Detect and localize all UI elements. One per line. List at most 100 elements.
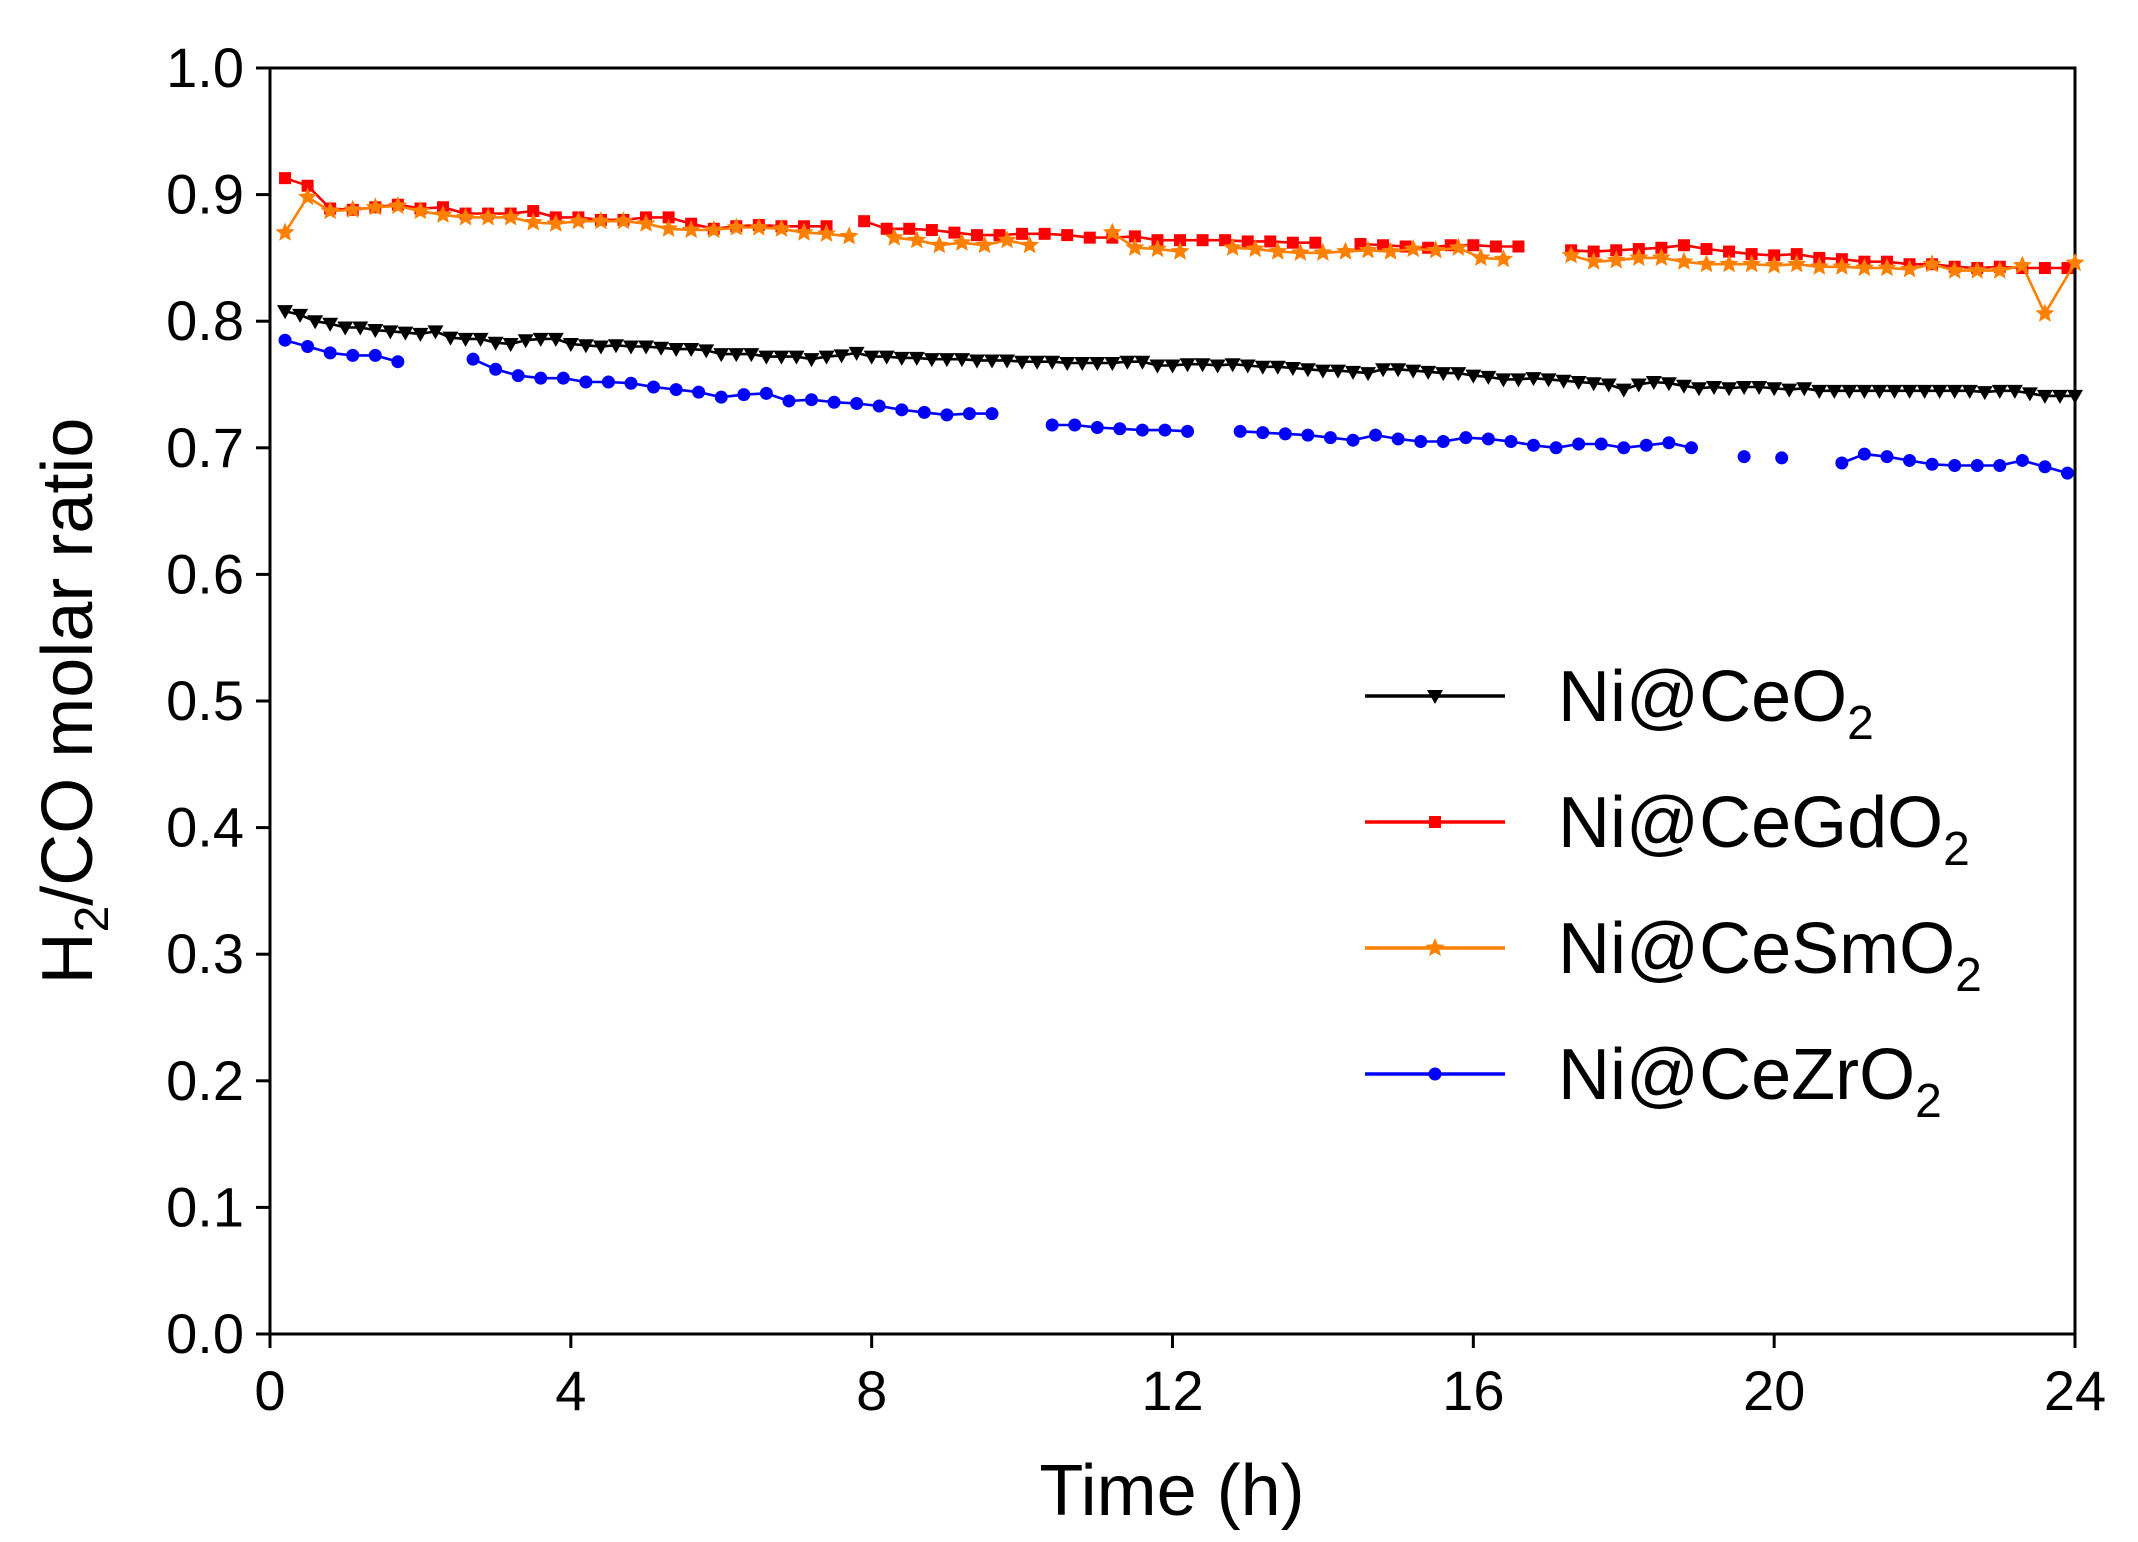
data-point-star [636,213,656,232]
data-point-triangle [352,321,369,336]
data-point-star [1922,254,1942,273]
data-point-triangle [1721,382,1738,397]
legend-label-sub: 2 [1847,697,1874,750]
data-point-triangle [1675,379,1692,394]
data-point-square [1467,239,1480,252]
data-point-circle [759,386,773,400]
data-point-circle [1549,441,1563,455]
data-point-circle [872,399,886,413]
x-tick-label: 20 [1743,1359,1805,1422]
data-point-star [410,201,430,220]
data-point-triangle [472,332,489,347]
data-point-circle [391,355,405,369]
data-point-star [681,220,701,239]
legend-item: Ni@CeGdO2 [1365,783,1970,876]
data-point-star [1629,247,1649,266]
data-point-triangle [1375,363,1392,378]
data-point-triangle [668,343,685,358]
data-point-star [884,227,904,246]
legend-label-main: Ni@CeO [1558,657,1847,737]
data-point-circle [1948,459,1962,473]
data-point-star [1945,260,1965,279]
data-point-triangle [743,348,760,363]
data-point-triangle [1299,363,1316,378]
data-point-circle [1639,438,1653,452]
data-point-square [1677,239,1690,252]
data-point-square [1587,245,1600,258]
data-point-star [1674,251,1694,270]
data-point-square [903,222,916,235]
data-point-triangle [1766,382,1783,397]
data-point-star [1170,241,1190,260]
data-point-circle [1459,431,1473,445]
data-point-square [1196,234,1209,247]
data-point-circle [1993,459,2007,473]
data-point-triangle [1427,690,1443,704]
data-point-star [1426,240,1446,259]
data-point-star [1147,239,1167,258]
data-point-triangle [984,354,1000,369]
data-point-triangle [532,332,549,347]
data-point-triangle [1886,384,1903,399]
data-point-star [1561,245,1581,264]
y-axis-title-sub: 2 [66,906,119,933]
legend-label-sub: 2 [1915,1075,1942,1128]
y-axis: 0.0 0.1 0.2 0.3 0.4 0.5 0.6 0.7 0.8 0.9 1.0 [166,36,270,1365]
data-point-circle [669,383,683,397]
data-point-circle [1158,423,1172,437]
data-point-square [948,226,961,239]
legend-item: Ni@CeO2 [1365,657,1874,750]
data-point-star [456,207,476,226]
data-point-star [1764,255,1784,274]
data-point-triangle [803,353,820,368]
data-point-triangle [1796,382,1813,397]
data-point-square [1768,249,1781,262]
data-point-triangle [968,354,985,369]
data-point-circle [534,371,548,385]
data-point-triangle [1916,384,1933,399]
x-tick-label: 4 [555,1359,586,1422]
data-point-star [907,230,927,249]
data-point-triangle [1510,373,1527,388]
data-point-circle [579,375,593,389]
data-point-circle [301,340,315,354]
data-point-star [1493,249,1513,268]
legend-label-main: Ni@CeZrO [1558,1035,1915,1115]
data-point-circle [692,385,706,399]
data-point-triangle [517,334,534,349]
data-point-star [614,211,633,230]
data-point-circle [1135,423,1149,437]
data-point-triangle [1690,382,1707,397]
legend-label: Ni@CeGdO2 [1558,783,1970,876]
data-point-triangle [1119,355,1136,370]
data-point-triangle [1390,363,1407,378]
data-point-circle [2038,460,2052,474]
data-point-star [1606,250,1626,269]
data-point-triangle [1615,383,1632,398]
data-point-star [1697,254,1716,273]
data-point-square [880,222,893,235]
data-point-star [839,226,859,245]
data-point-square [1128,230,1141,243]
data-point-circle [1391,432,1405,446]
data-point-circle [1880,450,1894,464]
data-point-triangle [1044,355,1061,370]
data-point-star [501,207,521,226]
data-point-square [1655,241,1668,254]
data-point-circle [1970,459,1984,473]
data-point-triangle [277,305,294,320]
x-tick-label: 16 [1442,1359,1504,1422]
data-point-circle [346,348,360,362]
data-point-star [1245,239,1265,258]
data-point-star [320,201,340,220]
y-tick-label: 0.6 [166,542,244,605]
data-point-triangle [1811,384,1828,399]
data-point-circle [1572,437,1586,451]
data-point-triangle [322,317,339,332]
data-point-star [275,222,295,241]
data-point-triangle [1420,365,1437,380]
svg-text:H2/CO molar ratio: H2/CO molar ratio [28,418,119,985]
data-point-triangle [728,348,745,363]
data-point-triangle [487,336,504,351]
data-point-square [1700,243,1713,256]
